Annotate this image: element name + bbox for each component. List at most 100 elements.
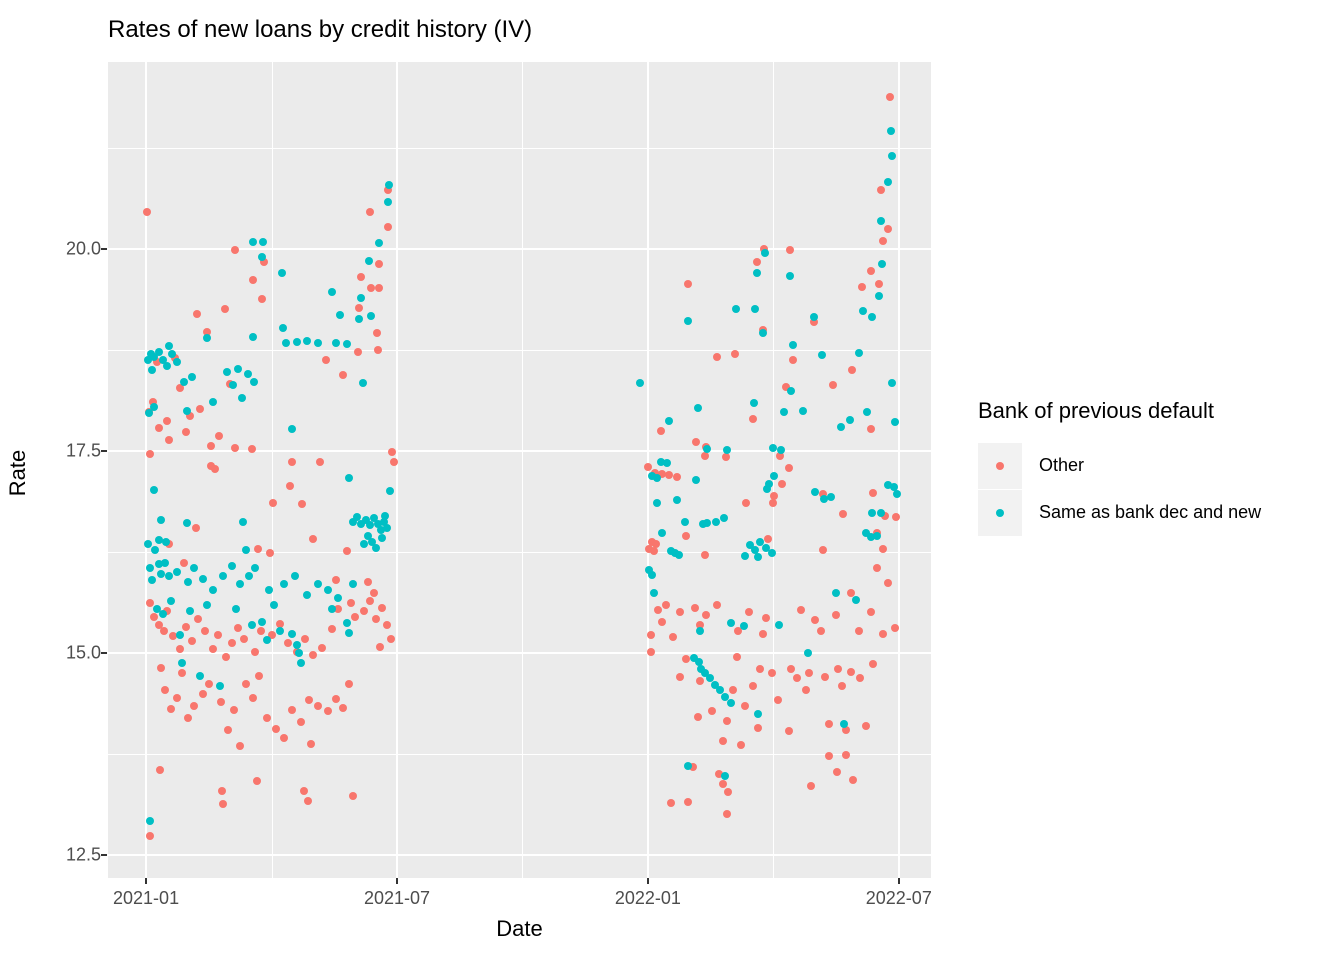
data-point <box>784 463 793 472</box>
data-point <box>886 92 895 101</box>
data-point <box>721 692 730 701</box>
data-point <box>868 312 877 321</box>
data-point <box>876 509 885 518</box>
data-point <box>162 607 171 616</box>
data-point <box>706 674 715 683</box>
data-point <box>681 531 690 540</box>
data-point <box>378 603 387 612</box>
data-point <box>711 680 720 689</box>
data-point <box>248 693 257 702</box>
data-point <box>313 338 322 347</box>
x-tick-mark <box>145 878 148 884</box>
data-point <box>217 697 226 706</box>
data-point <box>733 626 742 635</box>
data-point <box>753 257 762 266</box>
data-point <box>753 723 762 732</box>
data-point <box>661 601 670 610</box>
data-point <box>700 451 709 460</box>
data-point <box>146 817 155 826</box>
data-point <box>793 674 802 683</box>
data-point <box>745 607 754 616</box>
data-point <box>148 398 157 407</box>
data-point <box>891 512 900 521</box>
data-point <box>696 676 705 685</box>
data-point <box>369 514 378 523</box>
data-point <box>666 547 675 556</box>
data-point <box>155 766 164 775</box>
data-point <box>169 632 178 641</box>
data-point <box>691 476 700 485</box>
data-point <box>165 572 174 581</box>
data-point <box>182 518 191 527</box>
data-point <box>824 751 833 760</box>
data-point <box>328 624 337 633</box>
data-point <box>181 428 190 437</box>
y-minor-gridline <box>108 147 931 149</box>
data-point <box>719 514 728 523</box>
data-point <box>263 713 272 722</box>
data-point <box>740 622 749 631</box>
data-point <box>811 616 820 625</box>
data-point <box>229 380 238 389</box>
data-point <box>384 185 393 194</box>
data-point <box>198 574 207 583</box>
data-point <box>300 787 309 796</box>
data-point <box>689 763 698 772</box>
data-point <box>878 544 887 553</box>
data-point <box>647 647 656 656</box>
data-point <box>227 561 236 570</box>
x-minor-gridline <box>271 62 273 878</box>
data-point <box>280 734 289 743</box>
data-point <box>732 305 741 314</box>
data-point <box>175 383 184 392</box>
data-point <box>873 531 882 540</box>
data-point <box>788 341 797 350</box>
data-point <box>328 604 337 613</box>
data-point <box>384 222 393 231</box>
legend-item-label: Other <box>1039 455 1085 475</box>
data-point <box>354 303 363 312</box>
data-point <box>236 742 245 751</box>
data-point <box>696 627 705 636</box>
data-point <box>156 663 165 672</box>
data-point <box>748 414 757 423</box>
data-point <box>847 588 856 597</box>
data-point <box>649 547 658 556</box>
y-tick-mark <box>101 854 107 857</box>
plot-panel <box>108 62 931 878</box>
data-point <box>684 316 693 325</box>
x-tick-mark <box>897 878 900 884</box>
data-point <box>804 649 813 658</box>
data-point <box>323 586 332 595</box>
data-point <box>280 580 289 589</box>
data-point <box>847 366 856 375</box>
data-point <box>149 402 158 411</box>
y-major-gridline <box>108 652 931 655</box>
data-point <box>167 349 176 358</box>
data-point <box>721 772 730 781</box>
data-point <box>156 515 165 524</box>
data-point <box>236 580 245 589</box>
data-point <box>722 452 731 461</box>
data-point <box>288 629 296 638</box>
data-point <box>769 492 778 501</box>
data-point <box>712 353 721 362</box>
data-point <box>750 399 759 408</box>
data-point <box>764 480 773 489</box>
data-point <box>198 689 207 698</box>
data-point <box>152 358 161 367</box>
data-point <box>866 607 875 616</box>
data-point <box>650 588 659 597</box>
data-point <box>374 519 383 528</box>
legend: Bank of previous default Other Same as ba… <box>978 398 1261 536</box>
data-point <box>332 695 341 704</box>
data-point <box>768 498 777 507</box>
data-point <box>838 510 847 519</box>
data-point <box>234 365 243 374</box>
data-point <box>855 626 864 635</box>
data-point <box>761 614 770 623</box>
data-point <box>346 599 355 608</box>
data-point <box>257 252 266 261</box>
data-point <box>146 831 155 840</box>
data-point <box>344 628 353 637</box>
